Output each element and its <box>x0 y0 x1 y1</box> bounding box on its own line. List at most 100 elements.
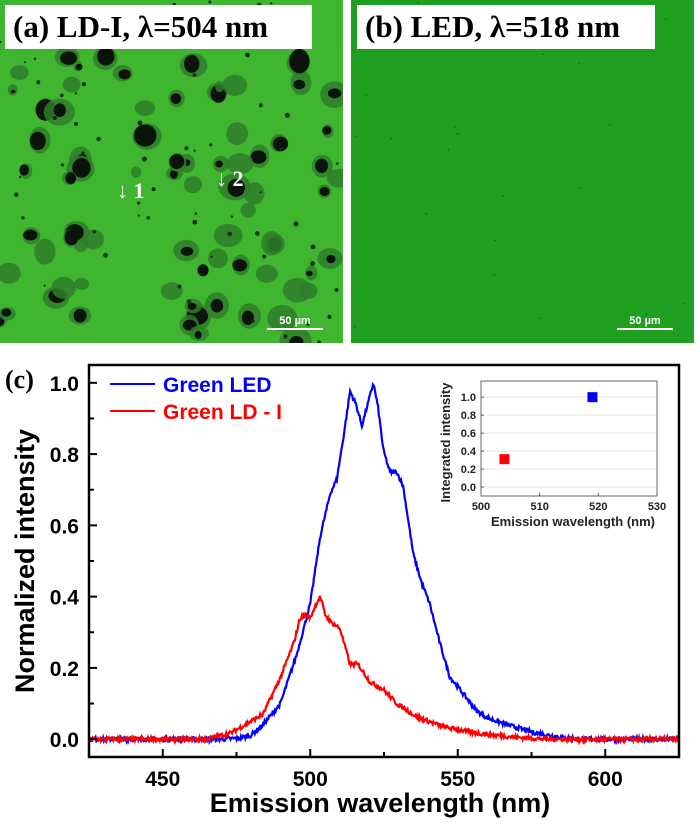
gray-halo-defect <box>34 238 56 265</box>
panel-a-label: (a) LD-I, λ=504 nm <box>5 5 312 49</box>
dark-defect <box>169 169 178 179</box>
spectrum-chart: (c) 450 500 550 600 0.0 0.2 0.4 0.6 0.8 1.0 Emissi… <box>5 363 681 818</box>
small-dark-spot <box>354 325 356 328</box>
y-tick-label: 0.2 <box>50 658 79 681</box>
small-dark-spot <box>284 112 290 118</box>
gray-halo-defect <box>215 81 224 93</box>
scale-bar-a-label: 50 µm <box>279 315 311 327</box>
small-dark-spot <box>43 284 46 287</box>
dark-defect <box>65 172 77 185</box>
small-dark-spot <box>262 254 267 259</box>
gray-halo-defect <box>261 231 283 256</box>
inset-y-tick-label: 1.0 <box>461 392 476 404</box>
inset-y-axis-title: Integrated intensity <box>438 382 453 503</box>
small-dark-spot <box>137 120 143 126</box>
y-tick-label: 1.0 <box>50 373 79 396</box>
gray-halo-defect <box>74 278 90 290</box>
small-dark-spot <box>186 299 192 304</box>
marker-2: ↓ 2 <box>216 166 244 192</box>
small-dark-spot <box>21 216 25 220</box>
small-dark-spot <box>258 103 263 108</box>
gray-halo-defect <box>326 168 343 188</box>
gray-halo-defect <box>267 305 298 332</box>
small-dark-spot <box>578 62 580 65</box>
small-dark-spot <box>682 303 685 305</box>
scale-bar-b: 50 µm <box>617 315 673 330</box>
small-dark-spot <box>306 322 310 326</box>
dark-defect <box>241 310 254 325</box>
micrograph-background <box>351 0 694 343</box>
inset-data-point <box>587 392 598 403</box>
dark-defect <box>133 124 157 147</box>
small-dark-spot <box>103 252 108 258</box>
gray-halo-defect <box>51 276 76 300</box>
small-dark-spot <box>245 52 250 58</box>
small-dark-spot <box>18 175 22 179</box>
small-dark-spot <box>208 0 212 4</box>
dark-defect <box>289 335 304 343</box>
small-dark-spot <box>52 115 57 120</box>
inset-x-tick-label: 530 <box>648 501 666 513</box>
dark-defect <box>180 246 194 256</box>
down-arrow-icon: ↓ <box>117 178 128 203</box>
inset-y-tick-label: 0.4 <box>461 446 477 458</box>
dark-defect <box>19 164 29 176</box>
micrograph-led: (b) LED, λ=518 nm 50 µm <box>351 0 694 343</box>
x-tick-label: 550 <box>440 768 475 791</box>
gray-halo-defect <box>207 248 228 269</box>
gray-halo-defect <box>183 176 202 194</box>
scale-bar-b-line <box>617 328 673 330</box>
y-tick-label: 0.8 <box>50 444 80 467</box>
micrograph-ld-i: (a) LD-I, λ=504 nm ↓ 1 ↓ 2 50 µm <box>0 0 343 343</box>
dark-defect <box>97 47 115 66</box>
legend-label: Green LED <box>163 374 272 397</box>
dark-defect <box>1 308 12 317</box>
small-dark-spot <box>184 146 189 151</box>
small-dark-spot <box>23 61 26 64</box>
dark-defect <box>272 136 289 152</box>
small-dark-spot <box>270 2 273 5</box>
small-dark-spot <box>92 230 97 234</box>
small-dark-spot <box>146 216 150 220</box>
small-dark-spot <box>81 82 86 87</box>
small-dark-spot <box>81 151 85 155</box>
small-dark-spot <box>192 72 197 77</box>
gray-halo-defect <box>282 277 312 303</box>
small-dark-spot <box>458 132 460 135</box>
inset-y-tick-label: 0.0 <box>461 482 476 494</box>
main-plot: 450 500 550 600 0.0 0.2 0.4 0.6 0.8 1.0 Emission w… <box>10 363 681 818</box>
gray-halo-defect <box>134 100 156 117</box>
micrograph-led-image <box>351 0 694 343</box>
dark-defect <box>73 308 87 323</box>
gray-halo-defect <box>279 327 312 343</box>
dark-defect <box>183 54 200 73</box>
gray-halo-defect <box>240 203 256 218</box>
small-dark-spot <box>456 133 458 135</box>
small-dark-spot <box>494 239 497 242</box>
inset-data-point <box>499 454 510 465</box>
panel-b-label: (b) LED, λ=518 nm <box>357 5 655 49</box>
small-dark-spot <box>252 319 255 323</box>
small-dark-spot <box>137 214 140 217</box>
y-tick-label: 0.4 <box>50 587 80 610</box>
inset-y-tick-label: 0.6 <box>461 428 476 440</box>
small-dark-spot <box>608 123 611 126</box>
small-dark-spot <box>502 195 504 197</box>
dark-defect <box>319 186 330 197</box>
small-dark-spot <box>454 125 456 128</box>
small-dark-spot <box>74 121 78 126</box>
gray-halo-defect <box>243 182 265 205</box>
small-dark-spot <box>334 288 339 293</box>
small-dark-spot <box>417 1 419 4</box>
small-dark-spot <box>283 334 288 339</box>
gray-halo-defect <box>62 76 81 93</box>
y-tick-label: 0.0 <box>50 729 79 752</box>
small-dark-spot <box>365 94 368 96</box>
gray-halo-defect <box>131 166 142 178</box>
dark-defect <box>293 79 306 90</box>
x-tick-label: 500 <box>293 768 328 791</box>
small-dark-spot <box>193 149 196 152</box>
dark-defect <box>75 63 83 71</box>
small-dark-spot <box>137 201 141 205</box>
